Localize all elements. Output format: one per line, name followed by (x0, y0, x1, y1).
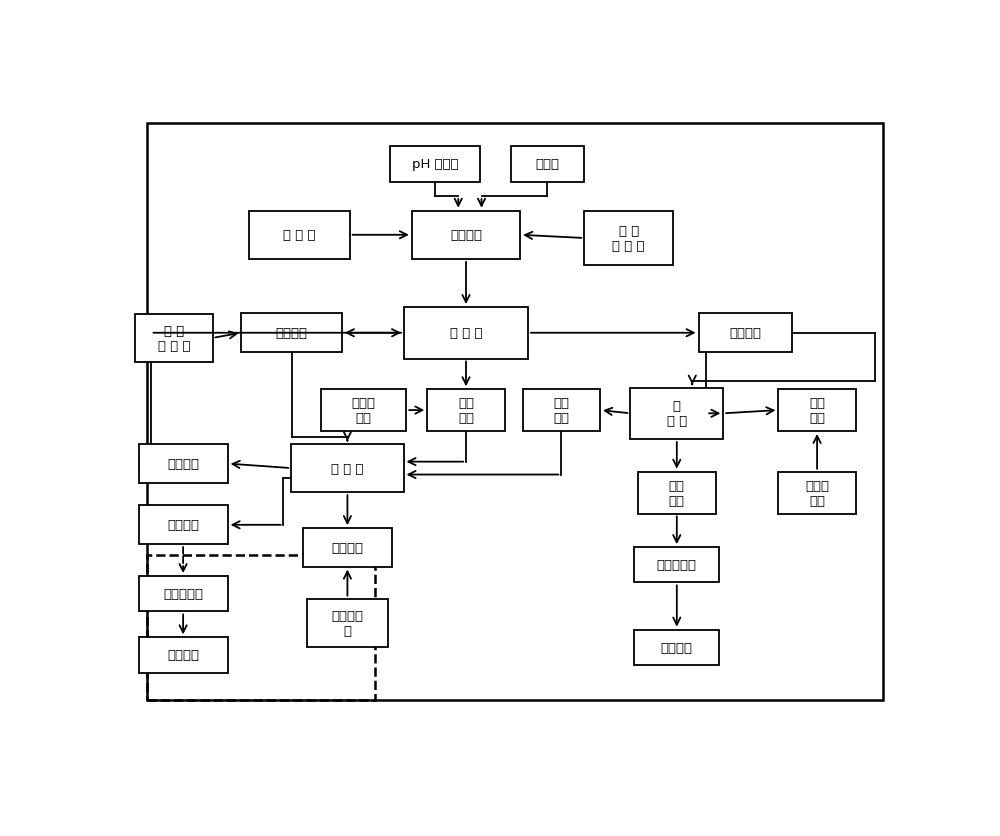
Bar (307, 599, 388, 647)
Bar (321, 390, 406, 431)
Text: 粗 选 槽: 粗 选 槽 (450, 327, 482, 340)
Text: 粗底捕
收剂: 粗底捕 收剂 (352, 396, 376, 425)
Bar (139, 445, 228, 483)
Text: 粗选溢流: 粗选溢流 (729, 327, 761, 340)
Bar (404, 308, 528, 359)
Text: 扫选底流: 扫选底流 (331, 541, 363, 554)
Bar (139, 506, 228, 544)
Text: 浮选尾矿: 浮选尾矿 (167, 649, 199, 662)
Bar (241, 314, 342, 353)
Bar (778, 390, 856, 431)
Bar (249, 212, 350, 260)
Bar (412, 212, 520, 260)
Bar (139, 576, 228, 612)
Bar (630, 388, 723, 440)
Text: 原 矿 浆: 原 矿 浆 (283, 229, 316, 242)
Text: 原矿浆槽: 原矿浆槽 (450, 229, 482, 242)
Bar (634, 630, 719, 665)
Text: 入 选
捕 收 剂: 入 选 捕 收 剂 (612, 225, 645, 252)
Bar (634, 548, 719, 583)
Text: 精底捕
收剂: 精底捕 收剂 (805, 479, 829, 507)
Text: 粗选尾流: 粗选尾流 (276, 327, 308, 340)
Text: pH 调整剂: pH 调整剂 (412, 158, 458, 171)
Bar (638, 472, 716, 514)
Text: 扫底捕收
剂: 扫底捕收 剂 (331, 609, 363, 637)
Bar (584, 212, 673, 266)
Bar (147, 555, 375, 701)
Bar (427, 390, 505, 431)
Text: 精选
尾流: 精选 尾流 (553, 396, 569, 425)
Text: 精矿沉降槽: 精矿沉降槽 (657, 558, 697, 572)
Text: 尾矿沉降槽: 尾矿沉降槽 (163, 588, 203, 600)
Bar (698, 314, 792, 353)
Text: 精选
底流: 精选 底流 (809, 396, 825, 425)
Bar (390, 147, 480, 182)
Text: 粗选
底流: 粗选 底流 (458, 396, 474, 425)
Bar (291, 445, 404, 492)
Bar (523, 390, 600, 431)
Bar (778, 472, 856, 514)
Text: 粗 尾
捕 收 剂: 粗 尾 捕 收 剂 (158, 324, 190, 353)
Text: 扫选溢流: 扫选溢流 (167, 457, 199, 471)
Bar (135, 314, 213, 363)
Text: 精选
溢流: 精选 溢流 (669, 479, 685, 507)
Bar (303, 528, 392, 567)
Bar (147, 124, 883, 701)
Bar (511, 147, 584, 182)
Bar (139, 638, 228, 673)
Text: 抑制剂: 抑制剂 (535, 158, 559, 171)
Text: 精
选 槽: 精 选 槽 (667, 400, 687, 428)
Text: 扫选尾流: 扫选尾流 (167, 518, 199, 532)
Text: 扫 选 槽: 扫 选 槽 (331, 462, 364, 475)
Text: 浮选精矿: 浮选精矿 (661, 641, 693, 654)
